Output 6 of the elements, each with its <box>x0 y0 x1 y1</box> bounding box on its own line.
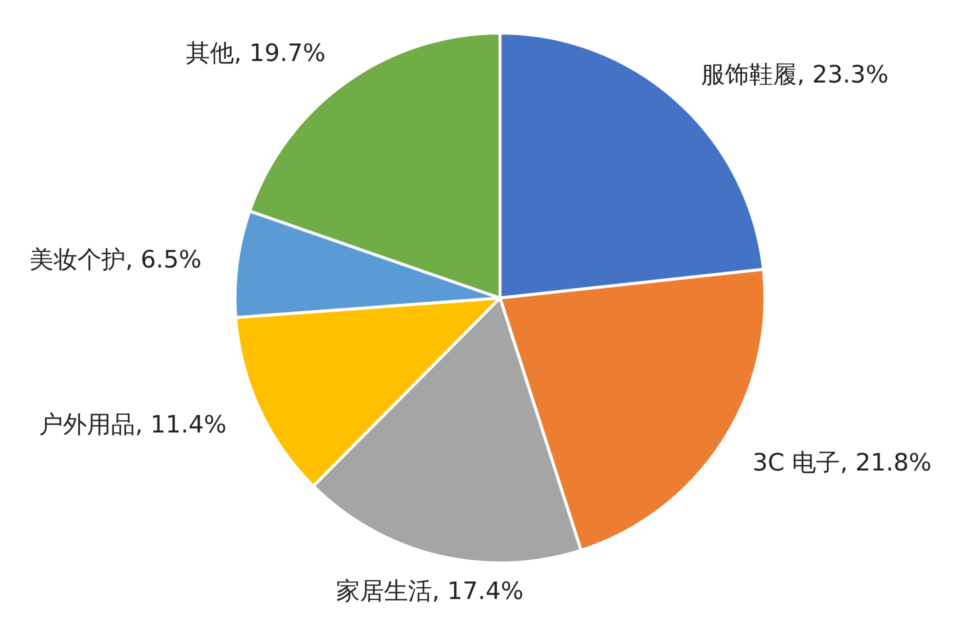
slice-label: 服饰鞋履, 23.3% <box>701 60 889 88</box>
slice-label: 3C 电子, 21.8% <box>752 448 932 476</box>
slice-label: 户外用品, 11.4% <box>39 410 227 438</box>
slice-label: 美妆个护, 6.5% <box>29 245 202 274</box>
slice-label: 家居生活, 17.4% <box>336 577 524 606</box>
slice-label: 其他, 19.7% <box>186 39 326 68</box>
